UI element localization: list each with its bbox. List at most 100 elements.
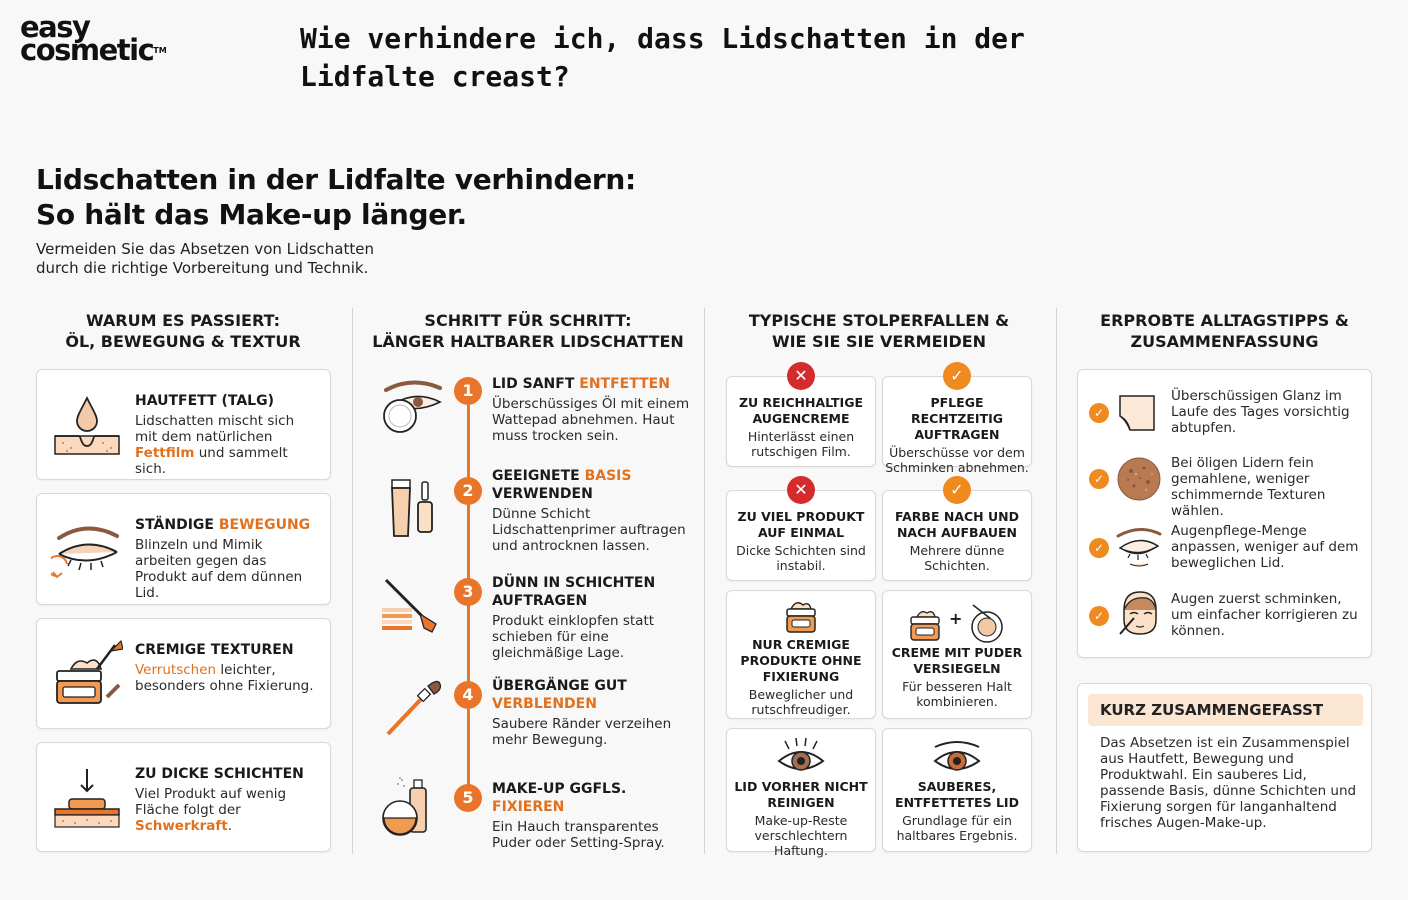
everyday-tips-card: ✓ Überschüssigen Glanz im Laufe des Tage… [1077, 369, 1372, 658]
trademark-symbol: TM [153, 46, 167, 55]
cause-text: Blinzeln und Mimik arbeiten gegen das Pr… [135, 537, 303, 601]
pitfall-text: Überschüsse vor dem Schminken abnehmen. [885, 445, 1029, 475]
column-heading-line: LÄNGER HALTBARER LIDSCHATTEN [372, 332, 684, 351]
primer-tube-icon [380, 476, 444, 540]
blinking-eye-icon [51, 514, 123, 584]
logo-word-cosmetic: cosmeticTM [20, 33, 167, 67]
step-4: ÜBERGÄNGE GUT VERBLENDEN Saubere Ränder … [492, 677, 697, 748]
thick-layer-icon [51, 763, 123, 833]
highlight-text: Schwerkraft [135, 818, 228, 834]
brand-logo[interactable]: easy cosmeticTM [20, 10, 180, 67]
column-divider [704, 308, 705, 854]
step-number-badge: 2 [454, 477, 482, 505]
pitfall-text: Make-up-Reste verschlechtern Haftung. [754, 813, 848, 858]
pitfall-card-build-gradually: FARBE NACH UND NACH AUFBAUEN Mehrere dün… [882, 490, 1032, 581]
column-heading-line: ZUSAMMENFASSUNG [1130, 332, 1319, 351]
infographic-title-line2: So hält das Make-up länger. [36, 198, 467, 231]
step-5: MAKE-UP GGFLS. FIXIEREN Ein Hauch transp… [492, 780, 697, 851]
pitfall-title: CREME MIT PUDER VERSIEGELN [891, 645, 1023, 676]
cross-icon: ✕ [787, 362, 815, 390]
pitfall-text: Dicke Schichten sind instabil. [736, 543, 866, 573]
checkmark-icon: ✓ [943, 362, 971, 390]
column-divider [1056, 308, 1057, 854]
column-heading-line: TYPISCHE STOLPERFALLEN & [748, 311, 1010, 330]
summary-heading: KURZ ZUSAMMENGEFASST [1088, 694, 1363, 726]
step-number-badge: 1 [454, 377, 482, 405]
step-title: GEEIGNETE BASIS VERWENDEN [492, 468, 632, 502]
tip-item: ✓ Bei öligen Lidern fein gemahlene, weni… [1078, 452, 1373, 519]
matte-powder-icon [1116, 456, 1162, 502]
cause-card-movement: STÄNDIGE BEWEGUNG Blinzeln und Mimik arb… [36, 493, 331, 605]
pitfall-card-rich-eye-cream: ZU REICHHALTIGE AUGENCREME Hinterlässt e… [726, 376, 876, 467]
column-heading-steps: SCHRITT FÜR SCHRITT: LÄNGER HALTBARER LI… [370, 310, 686, 352]
summary-text: Das Absetzen ist ein Zusammenspiel aus H… [1100, 735, 1357, 831]
cause-title: CREMIGE TEXTUREN [135, 642, 294, 658]
pitfall-text: Grundlage für ein haltbares Ergebnis. [896, 813, 1018, 843]
pitfall-title: FARBE NACH UND NACH AUFBAUEN [895, 509, 1019, 540]
cause-title: HAUTFETT (TALG) [135, 393, 274, 409]
infographic-subtitle: Vermeiden Sie das Absetzen von Lidschatt… [36, 240, 374, 277]
pitfall-card-seal-with-powder: + CREME MIT PUDER VERSIEGELN Für bessere… [882, 590, 1032, 719]
highlight-text: BEWEGUNG [218, 517, 311, 533]
step-1: LID SANFT ENTFETTEN Überschüssiges Öl mi… [492, 375, 697, 444]
pitfall-title: PFLEGE RECHTZEITIG AUFTRAGEN [910, 395, 1004, 442]
eye-care-icon [1116, 524, 1162, 570]
clean-eye-icon [931, 737, 983, 779]
pitfall-title: ZU REICHHALTIGE AUGENCREME [738, 395, 864, 426]
step-title: DÜNN IN SCHICHTEN AUFTRAGEN [492, 575, 656, 609]
cause-text: Lidschatten mischt sich mit dem natürlic… [135, 413, 295, 477]
tip-item: ✓ Augen zuerst schminken, um einfacher k… [1078, 588, 1373, 648]
column-heading-line: SCHRITT FÜR SCHRITT: [424, 311, 632, 330]
step-title: ÜBERGÄNGE GUT VERBLENDEN [492, 678, 627, 712]
cause-title: STÄNDIGE BEWEGUNG [135, 517, 311, 533]
step-2: GEEIGNETE BASIS VERWENDEN Dünne Schicht … [492, 467, 697, 554]
summary-card: KURZ ZUSAMMENGEFASST Das Absetzen ist ei… [1077, 683, 1372, 852]
blotting-paper-icon [1116, 390, 1162, 436]
page-question-title: Wie verhindere ich, dass Lidschatten in … [300, 22, 1025, 93]
eye-cotton-pad-icon [380, 374, 444, 438]
checkmark-icon: ✓ [1089, 403, 1109, 423]
highlight-text: FIXIEREN [492, 799, 565, 815]
step-3: DÜNN IN SCHICHTEN AUFTRAGEN Produkt eink… [492, 574, 697, 661]
column-heading-pitfalls: TYPISCHE STOLPERFALLEN & WIE SIE SIE VER… [726, 310, 1032, 352]
pitfall-text: Beweglicher und rutschfreudiger. [748, 687, 854, 717]
cause-title: ZU DICKE SCHICHTEN [135, 766, 304, 782]
pitfall-card-cream-only: NUR CREMIGE PRODUKTE OHNE FIXIERUNG Bewe… [726, 590, 876, 719]
cream-plus-powder-icon: + [907, 603, 1007, 645]
plus-sign: + [949, 609, 963, 628]
column-heading-why: WARUM ES PASSIERT: ÖL, BEWEGUNG & TEXTUR [36, 310, 330, 352]
tip-item: ✓ Überschüssigen Glanz im Laufe des Tage… [1078, 384, 1373, 444]
checkmark-icon: ✓ [1089, 606, 1109, 626]
oil-drop-skin-icon [51, 390, 123, 460]
pitfall-title: LID VORHER NICHT REINIGEN [734, 779, 868, 810]
tip-text: Augen zuerst schminken, um einfacher kor… [1171, 591, 1358, 639]
cause-card-sebum: HAUTFETT (TALG) Lidschatten mischt sich … [36, 369, 331, 480]
cause-text: Verrutschen leichter, besonders ohne Fix… [135, 662, 314, 694]
step-text: Produkt einklopfen statt schieben für ei… [492, 613, 655, 661]
column-heading-tips: ERPROBTE ALLTAGSTIPPS & ZUSAMMENFASSUNG [1077, 310, 1372, 352]
pitfall-text: Für besseren Halt kombinieren. [902, 679, 1012, 709]
column-heading-line: ÖL, BEWEGUNG & TEXTUR [65, 332, 301, 351]
column-divider [352, 308, 353, 854]
cause-card-thick-layers: ZU DICKE SCHICHTEN Viel Produkt auf weni… [36, 742, 331, 852]
cross-icon: ✕ [787, 476, 815, 504]
cream-jar-icon [781, 597, 821, 637]
pitfall-card-apply-care-early: PFLEGE RECHTZEITIG AUFTRAGEN Überschüsse… [882, 376, 1032, 475]
checkmark-icon: ✓ [1089, 469, 1109, 489]
cause-text: Viel Produkt auf wenig Fläche folgt der … [135, 786, 287, 834]
highlight-text: Fettfilm [135, 445, 195, 461]
highlight-text: VERBLENDEN [492, 696, 597, 712]
tip-text: Augenpflege-Menge anpassen, weniger auf … [1171, 523, 1359, 571]
logo-word-easy: easy [20, 10, 91, 44]
step-title: MAKE-UP GGFLS. FIXIEREN [492, 781, 627, 815]
pitfall-card-clean-lid: SAUBERES, ENTFETTETES LID Grundlage für … [882, 728, 1032, 852]
checkmark-icon: ✓ [943, 476, 971, 504]
step-text: Saubere Ränder verzeihen mehr Bewegung. [492, 716, 672, 748]
pitfall-title: ZU VIEL PRODUKT AUF EINMAL [737, 509, 865, 540]
step-title: LID SANFT ENTFETTEN [492, 376, 670, 392]
column-heading-line: WIE SIE SIE VERMEIDEN [771, 332, 987, 351]
face-eye-makeup-icon [1116, 590, 1162, 636]
pitfall-title: SAUBERES, ENTFETTETES LID [895, 779, 1019, 810]
column-heading-line: WARUM ES PASSIERT: [85, 311, 281, 330]
column-heading-line: ERPROBTE ALLTAGSTIPPS & [1100, 311, 1349, 330]
